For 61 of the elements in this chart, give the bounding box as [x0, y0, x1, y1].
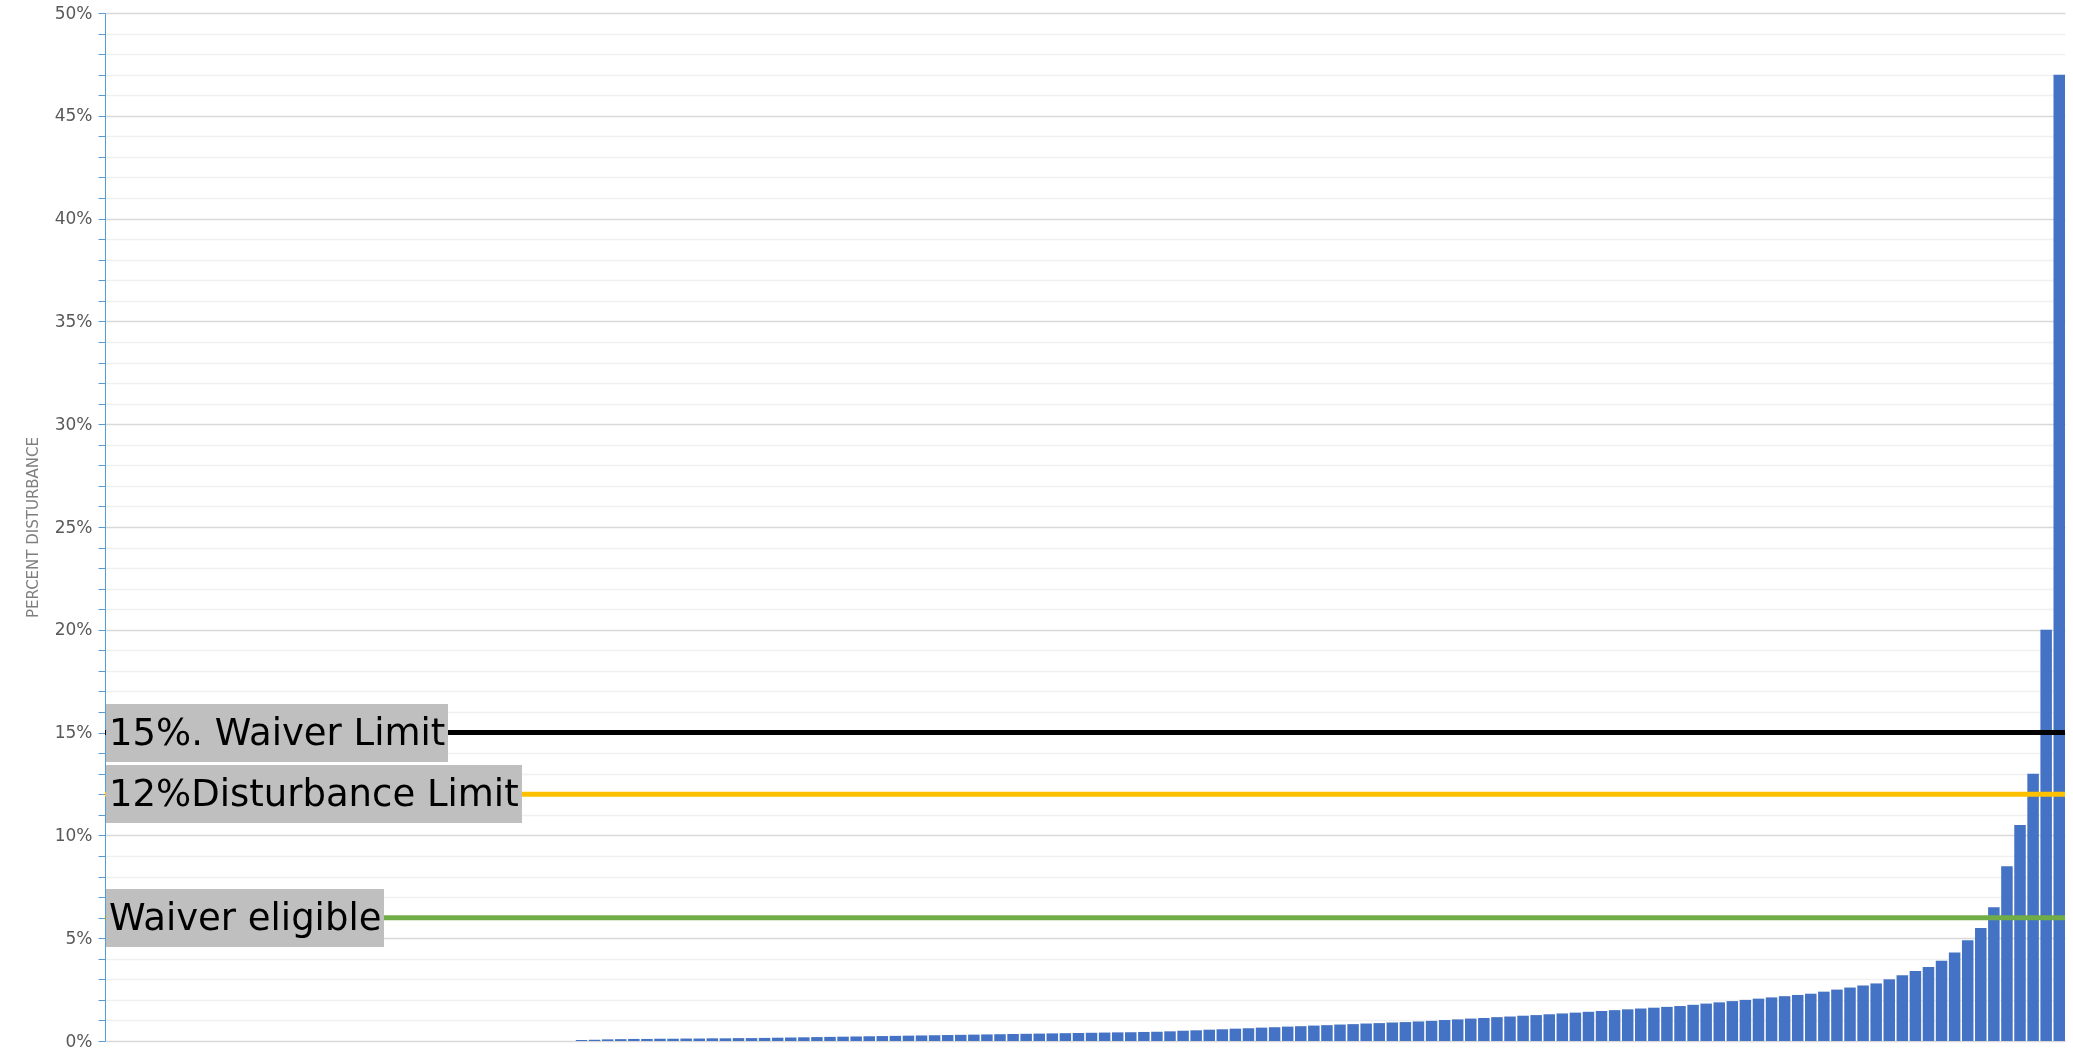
bar: [1935, 960, 1948, 1041]
bar: [1595, 1010, 1608, 1041]
bar: [1726, 1001, 1739, 1041]
bar: [1242, 1028, 1255, 1041]
y-tick-label: 10%: [54, 824, 93, 845]
bar: [1229, 1028, 1242, 1041]
bar: [1399, 1022, 1412, 1041]
bar: [1111, 1032, 1124, 1041]
bar: [1556, 1013, 1569, 1041]
y-tick-label: 25%: [54, 516, 93, 537]
bar: [719, 1038, 732, 1041]
bar: [1621, 1009, 1634, 1041]
bar: [1909, 971, 1922, 1041]
y-tick-label: 20%: [54, 619, 93, 640]
y-tick-label: 30%: [54, 413, 93, 434]
bar: [1582, 1011, 1595, 1041]
bar: [1059, 1033, 1072, 1041]
y-tick-label: 45%: [54, 105, 93, 126]
ref-line-label: 15%. Waiver Limit: [106, 703, 449, 762]
bar: [1281, 1026, 1294, 1041]
bar: [706, 1038, 719, 1041]
bar: [1072, 1032, 1085, 1041]
bar: [1791, 994, 1804, 1041]
bar: [1412, 1021, 1425, 1041]
bar: [1608, 1010, 1621, 1041]
y-tick-label: 15%: [54, 722, 93, 743]
ref-line-label: 12%Disturbance Limit: [106, 765, 522, 824]
bar: [889, 1035, 902, 1041]
bar: [1922, 966, 1935, 1041]
bar: [1085, 1032, 1098, 1041]
bar: [1569, 1012, 1582, 1041]
bar: [758, 1037, 771, 1041]
bar: [1386, 1022, 1399, 1041]
bar: [1752, 998, 1765, 1041]
bar: [928, 1035, 941, 1041]
bar: [1739, 999, 1752, 1041]
y-tick-label: 40%: [54, 208, 93, 229]
bar: [1451, 1019, 1464, 1041]
ref-line-label: Waiver eligible: [106, 888, 385, 947]
bar: [915, 1035, 928, 1041]
bar: [1255, 1027, 1268, 1041]
bar: [732, 1038, 745, 1041]
bar: [1046, 1033, 1059, 1041]
bar: [745, 1038, 758, 1041]
y-axis-title: PERCENT DISTURBANCE: [23, 436, 42, 619]
bar: [941, 1035, 954, 1041]
bar: [1268, 1027, 1281, 1041]
bar: [1778, 996, 1791, 1041]
bar: [1896, 975, 1909, 1041]
y-tick-label: 0%: [65, 1030, 93, 1051]
bar: [1948, 952, 1961, 1041]
bar: [1765, 997, 1778, 1041]
bar: [1438, 1020, 1451, 1041]
y-tick-label: 35%: [54, 310, 93, 331]
y-tick-label: 5%: [65, 927, 93, 948]
bar: [1425, 1020, 1438, 1041]
bar: [1216, 1029, 1229, 1041]
bar: [1961, 940, 1974, 1041]
bar: [1098, 1032, 1111, 1041]
y-tick-label: 50%: [54, 2, 93, 23]
bar: [876, 1036, 889, 1041]
